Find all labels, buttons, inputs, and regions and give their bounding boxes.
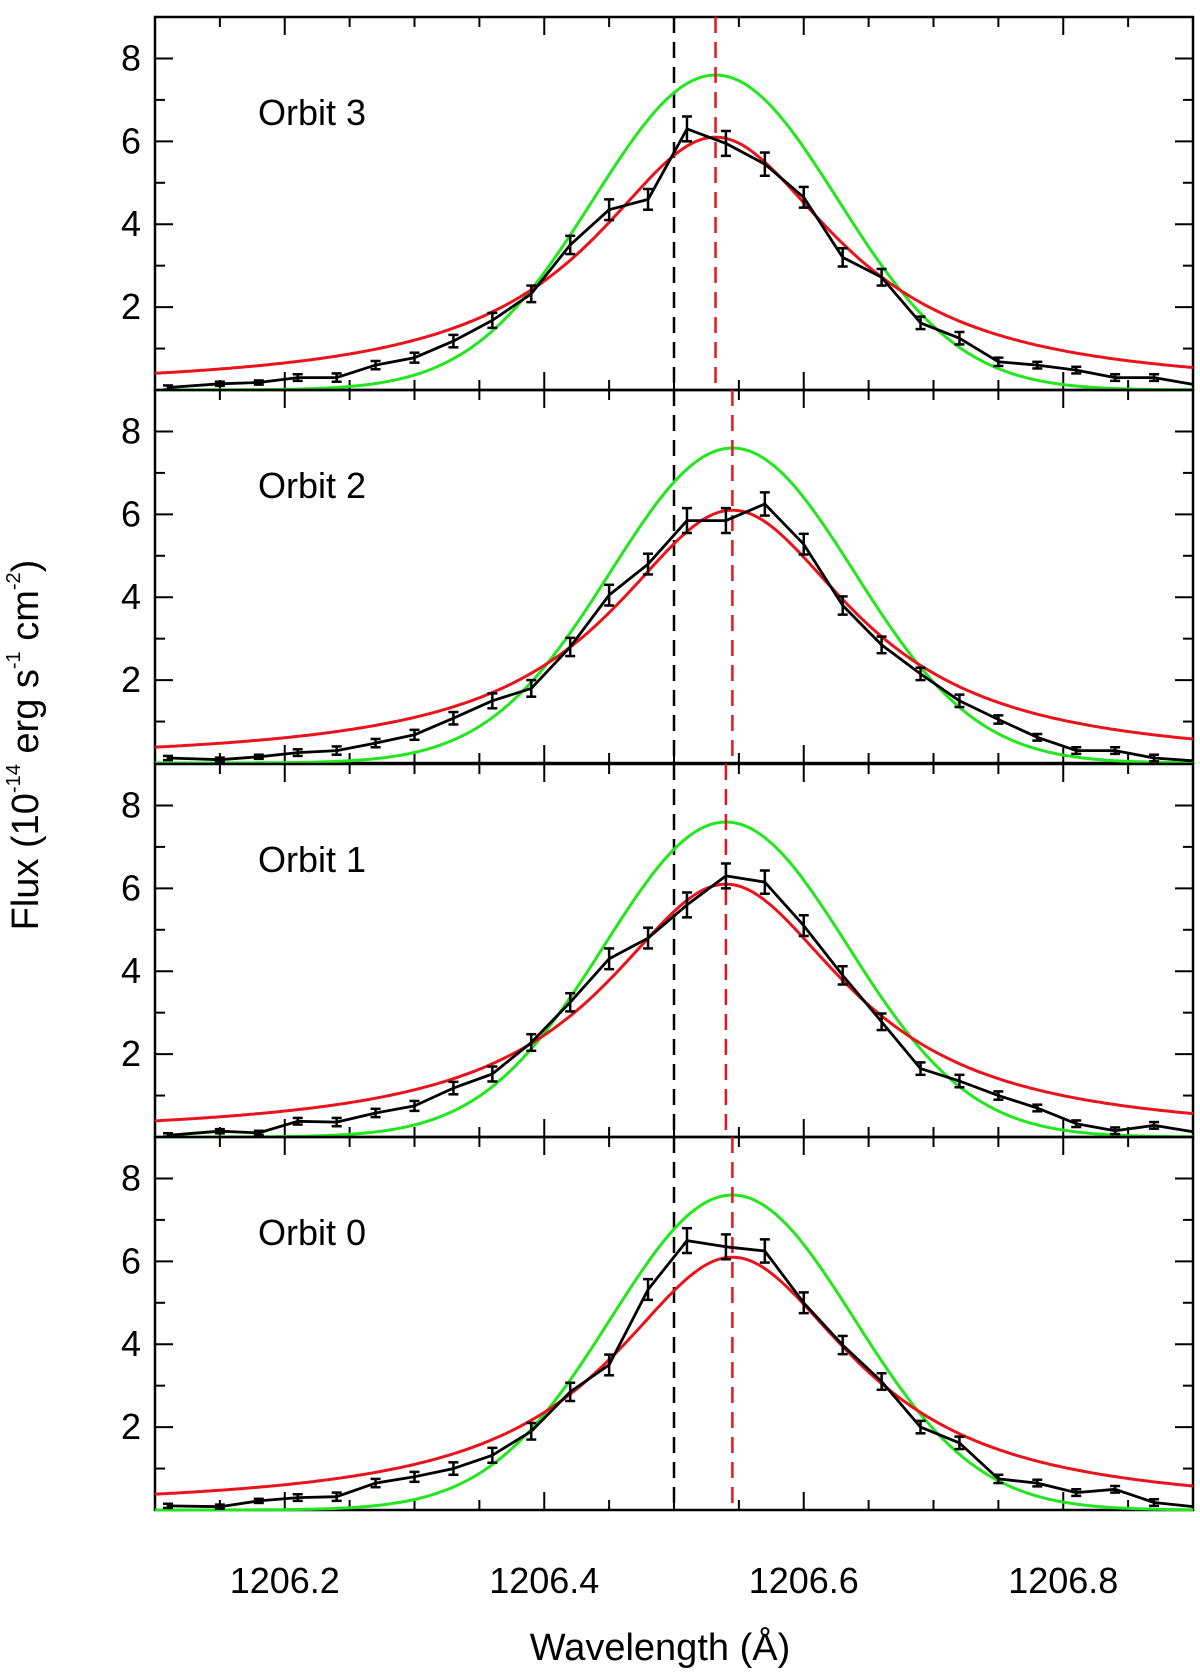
data-line xyxy=(167,502,1194,763)
y-tick-label: 8 xyxy=(121,784,141,825)
fit-curve xyxy=(154,135,1194,375)
x-tick-label: 1206.8 xyxy=(1008,1560,1118,1601)
y-axis-title-mid2: cm xyxy=(5,590,47,651)
y-axis-title-exp2: -1 xyxy=(3,651,25,669)
panel-label: Orbit 1 xyxy=(258,839,366,880)
panel-label: Orbit 0 xyxy=(258,1212,366,1253)
x-tick-labels: 1206.2 1206.4 1206.6 1206.8 xyxy=(230,1560,1119,1601)
y-tick-label: 4 xyxy=(121,950,141,991)
y-tick-label: 4 xyxy=(121,576,141,617)
panel-2: 2 4 6 8 Orbit 1 xyxy=(121,762,1195,1139)
panel-3: 2 4 6 8 Orbit 0 xyxy=(121,1135,1195,1512)
y-tick-label: 6 xyxy=(121,493,141,534)
y-tick-label: 4 xyxy=(121,1323,141,1364)
panel-1: 2 4 6 8 Orbit 2 xyxy=(121,388,1195,765)
y-tick-label: 2 xyxy=(121,1033,141,1074)
fit-curve xyxy=(154,508,1194,749)
y-tick-label: 6 xyxy=(121,867,141,908)
y-tick-label: 2 xyxy=(121,286,141,327)
y-axis-title-exp3: -2 xyxy=(3,572,25,590)
panels-group: 2 4 6 8 Orbit 3 2 4 6 8 Orbit 2 2 4 6 8 Orbit 1 2 4 6 8 Orb… xyxy=(121,15,1195,1512)
model-curve xyxy=(155,446,1193,765)
y-tick-label: 6 xyxy=(121,1240,141,1281)
y-axis-title-prefix: Flux (10 xyxy=(5,793,47,930)
y-tick-label: 4 xyxy=(121,203,141,244)
data-line xyxy=(167,1239,1194,1509)
panel-label: Orbit 3 xyxy=(258,92,366,133)
y-tick-label: 8 xyxy=(121,1157,141,1198)
x-tick-label: 1206.6 xyxy=(749,1560,859,1601)
y-tick-label: 8 xyxy=(121,37,141,78)
y-tick-label: 2 xyxy=(121,659,141,700)
y-axis-title-mid1: erg s xyxy=(5,669,47,764)
fit-curve xyxy=(154,1255,1194,1496)
model-curve xyxy=(155,73,1194,392)
y-axis-title: Flux (10-14 erg s-1 cm-2) xyxy=(3,560,47,931)
y-tick-label: 6 xyxy=(121,120,141,161)
y-tick-label: 2 xyxy=(121,1406,141,1447)
y-axis-title-suffix: ) xyxy=(5,560,47,573)
data-line xyxy=(167,874,1194,1137)
model-curve xyxy=(155,1193,1193,1512)
x-tick-label: 1206.2 xyxy=(230,1560,340,1601)
panel-label: Orbit 2 xyxy=(258,465,366,506)
y-axis-title-exp1: -14 xyxy=(3,764,25,793)
panel-0: 2 4 6 8 Orbit 3 xyxy=(121,15,1195,392)
y-tick-label: 8 xyxy=(121,410,141,451)
x-axis-title: Wavelength (Å) xyxy=(530,1625,790,1669)
x-tick-label: 1206.4 xyxy=(489,1560,599,1601)
data-line xyxy=(167,127,1194,389)
model-curve xyxy=(155,820,1193,1139)
fit-curve xyxy=(154,882,1194,1123)
